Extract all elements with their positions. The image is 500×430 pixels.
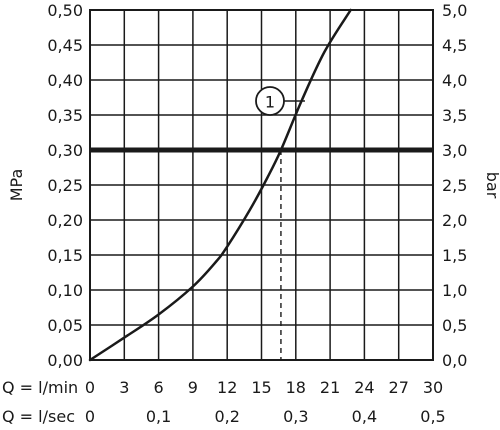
x-axis-lpm-ticks: 0 3 6 9 12 15 18 21 24 27 30 xyxy=(85,378,443,397)
right-tick-label: 0,5 xyxy=(442,316,467,335)
grid xyxy=(90,10,433,360)
left-tick-label: 0,00 xyxy=(47,351,83,370)
left-tick-label: 0,40 xyxy=(47,71,83,90)
right-tick-label: 3,5 xyxy=(442,106,467,125)
left-tick-label: 0,45 xyxy=(47,36,83,55)
left-tick-label: 0,10 xyxy=(47,281,83,300)
x-lpm-tick-label: 15 xyxy=(251,378,271,397)
x-lpm-tick-label: 0 xyxy=(85,378,95,397)
x-lpm-tick-label: 9 xyxy=(188,378,198,397)
right-axis-ticks: 0,0 0,5 1,0 1,5 2,0 2,5 3,0 3,5 4,0 4,5 5,0 xyxy=(442,1,467,370)
x-lpm-tick-label: 30 xyxy=(423,378,443,397)
x-lpm-tick-label: 6 xyxy=(154,378,164,397)
right-tick-label: 4,0 xyxy=(442,71,467,90)
x-lpm-tick-label: 18 xyxy=(286,378,306,397)
x-axis-lps-ticks: 0 0,1 0,2 0,3 0,4 0,5 xyxy=(85,407,446,426)
left-tick-label: 0,25 xyxy=(47,176,83,195)
left-tick-label: 0,30 xyxy=(47,141,83,160)
left-tick-label: 0,35 xyxy=(47,106,83,125)
x-lpm-tick-label: 27 xyxy=(389,378,409,397)
left-tick-label: 0,20 xyxy=(47,211,83,230)
x-lpm-tick-label: 21 xyxy=(320,378,340,397)
left-tick-label: 0,15 xyxy=(47,246,83,265)
x-lps-tick-label: 0,4 xyxy=(352,407,377,426)
x-lps-tick-label: 0,1 xyxy=(146,407,171,426)
x-lps-tick-label: 0,3 xyxy=(283,407,308,426)
callout-marker xyxy=(255,86,285,116)
x-lps-tick-label: 0 xyxy=(85,407,95,426)
right-axis-label: bar xyxy=(483,172,500,199)
x-lpm-tick-label: 24 xyxy=(354,378,374,397)
right-tick-label: 1,5 xyxy=(442,246,467,265)
x-lps-tick-label: 0,2 xyxy=(214,407,239,426)
right-tick-label: 2,5 xyxy=(442,176,467,195)
left-tick-label: 0,05 xyxy=(47,316,83,335)
x-axis-lps-label: Q = l/sec xyxy=(2,407,75,426)
right-tick-label: 1,0 xyxy=(442,281,467,300)
x-lpm-tick-label: 12 xyxy=(217,378,237,397)
x-axis-lpm-label: Q = l/min xyxy=(2,378,78,397)
right-tick-label: 4,5 xyxy=(442,36,467,55)
left-tick-label: 0,50 xyxy=(47,1,83,20)
x-lpm-tick-label: 3 xyxy=(119,378,129,397)
left-axis-ticks: 0,00 0,05 0,10 0,15 0,20 0,25 0,30 0,35 0,40 0,45… xyxy=(47,1,83,370)
right-tick-label: 0,0 xyxy=(442,351,467,370)
series-curve xyxy=(88,8,352,362)
x-lps-tick-label: 0,5 xyxy=(420,407,445,426)
right-tick-label: 2,0 xyxy=(442,211,467,230)
callout-label: 1 xyxy=(265,93,275,112)
right-tick-label: 3,0 xyxy=(442,141,467,160)
left-axis-label: MPa xyxy=(7,169,26,202)
right-tick-label: 5,0 xyxy=(442,1,467,20)
